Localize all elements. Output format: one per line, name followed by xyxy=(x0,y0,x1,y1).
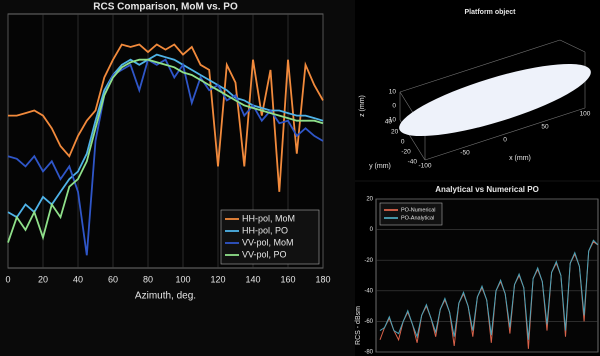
x-tick-label: 100 xyxy=(175,274,190,284)
page: {"chart_data": [ {"type": "line", "title… xyxy=(0,0,600,356)
x-axis-label: Azimuth, deg. xyxy=(135,291,196,302)
x-tick-label: 180 xyxy=(315,274,330,284)
x-tick-label: 40 xyxy=(73,274,83,284)
x-tick-label: 50 xyxy=(541,124,549,131)
x-tick-label: 0 xyxy=(503,137,507,144)
chart-title: RCS Comparison, MoM vs. PO xyxy=(93,2,238,13)
z-tick-label: 0 xyxy=(392,103,396,110)
y-axis-label: RCS - dBsm xyxy=(355,306,362,345)
y-tick-label: -80 xyxy=(364,350,373,356)
chart-title: Platform object xyxy=(465,9,517,16)
legend-label: VV-pol, PO xyxy=(242,249,287,259)
x-tick-label: 160 xyxy=(280,274,295,284)
screenshot: RCS Comparison, MoM vs. PO02040608010012… xyxy=(0,0,600,356)
z-tick-label: -10 xyxy=(387,117,397,124)
y-tick-label: -40 xyxy=(408,159,418,166)
x-tick-label: 60 xyxy=(108,274,118,284)
x-tick-label: 100 xyxy=(580,111,591,118)
x-tick-label: 0 xyxy=(5,274,10,284)
y-tick-label: -40 xyxy=(364,288,373,294)
legend-label: PO-Analytical xyxy=(401,215,434,221)
x-tick-label: 140 xyxy=(245,274,260,284)
x-tick-label: 120 xyxy=(210,274,225,284)
x-tick-label: 80 xyxy=(143,274,153,284)
y-tick-label: -60 xyxy=(364,319,373,325)
x-tick-label: -50 xyxy=(460,150,470,157)
legend-label: VV-pol, MoM xyxy=(242,237,294,247)
y-tick-label: -20 xyxy=(364,258,373,264)
y-tick-label: 20 xyxy=(391,129,399,136)
x-tick-label: -100 xyxy=(418,163,431,170)
y-tick-label: 20 xyxy=(366,197,373,203)
x-axis-label: x (mm) xyxy=(509,155,531,162)
legend-label: HH-pol, PO xyxy=(242,225,288,235)
legend-label: HH-pol, MoM xyxy=(242,213,295,223)
z-tick-label: 10 xyxy=(389,89,397,96)
y-tick-label: -20 xyxy=(401,149,411,156)
y-axis-label: y (mm) xyxy=(369,163,391,170)
z-axis-label: z (mm) xyxy=(359,95,366,117)
legend-box xyxy=(380,203,442,225)
y-tick-label: 0 xyxy=(401,139,405,146)
legend-label: PO-Numerical xyxy=(401,207,436,213)
x-tick-label: 20 xyxy=(38,274,48,284)
chart-title: Analytical vs Numerical PO xyxy=(435,185,539,194)
